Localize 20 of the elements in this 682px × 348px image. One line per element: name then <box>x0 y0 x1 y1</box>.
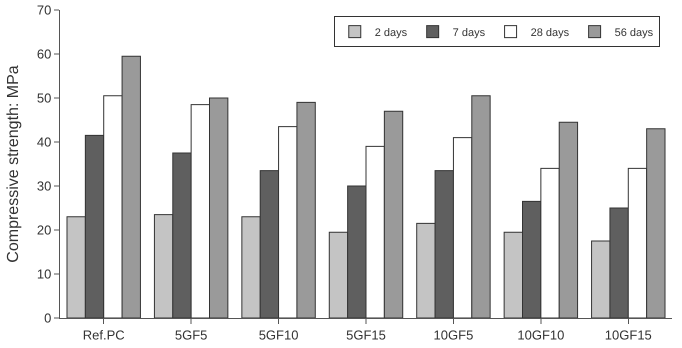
x-tick-label: 5GF10 <box>258 328 298 343</box>
y-tick-label: 10 <box>36 266 52 282</box>
x-tick-label: 5GF5 <box>174 328 208 343</box>
x-tick-label: 10GF5 <box>434 328 474 343</box>
x-tick-label: Ref.PC <box>82 328 125 343</box>
y-tick-label: 60 <box>36 46 52 62</box>
y-axis-title: Compressive strength: MPa <box>5 65 22 263</box>
legend-label: 7 days <box>452 26 486 39</box>
x-tick-label: 10GF10 <box>517 328 564 343</box>
x-tick-label: 10GF15 <box>604 328 652 343</box>
x-tick-label: 5GF15 <box>346 328 386 343</box>
y-tick-label: 40 <box>36 134 52 150</box>
y-tick-label: 0 <box>44 310 52 326</box>
y-tick-label: 20 <box>36 222 52 238</box>
legend-label: 2 days <box>374 26 408 39</box>
y-tick-label: 70 <box>36 2 52 18</box>
y-tick-label: 30 <box>36 178 52 194</box>
legend-label: 28 days <box>530 26 570 39</box>
y-tick-label: 50 <box>36 90 52 106</box>
legend-label: 56 days <box>614 26 654 39</box>
